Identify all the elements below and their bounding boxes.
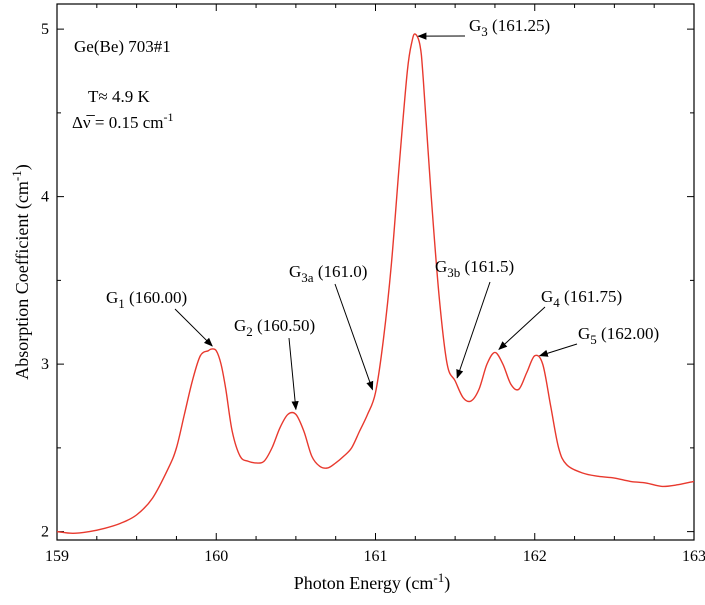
temperature-label: T≈ 4.9 K — [88, 87, 150, 106]
peak-label: G3 (161.25) — [469, 16, 550, 39]
y-axis-title-end: ) — [12, 164, 33, 170]
resolution-value: = 0.15 cm — [91, 113, 164, 132]
x-tick-label: 160 — [204, 548, 228, 565]
y-axis-title-sup: -1 — [9, 170, 24, 181]
peak-arrow — [174, 308, 213, 347]
peak-label-main: G — [578, 324, 590, 343]
peak-label-main: G — [469, 16, 481, 35]
peak-label-value: (162.00) — [597, 324, 659, 343]
peak-label-value: (161.5) — [460, 257, 514, 276]
peak-arrow — [334, 283, 374, 391]
peak-label-value: (160.50) — [253, 316, 315, 335]
resolution-symbol: Δν̅ — [72, 113, 96, 132]
peak-label-sub: 3b — [447, 265, 460, 280]
peak-label-value: (160.00) — [125, 288, 187, 307]
y-tick-label: 5 — [41, 21, 49, 38]
peak-label: G3a (161.0) — [289, 262, 367, 285]
peak-label: G5 (162.00) — [578, 324, 659, 347]
x-tick-label: 162 — [523, 548, 547, 565]
peak-label-main: G — [234, 316, 246, 335]
y-axis-title: Absorption Coefficient (cm-1) — [9, 164, 33, 379]
peak-label-sub: 2 — [246, 324, 253, 339]
plot-frame — [56, 3, 695, 541]
peak-label-value: (161.25) — [488, 16, 550, 35]
x-axis-title-main: Photon Energy (cm — [294, 573, 434, 594]
peak-label-value: (161.0) — [314, 262, 368, 281]
peak-label-sub: 3 — [481, 24, 488, 39]
peak-label-main: G — [106, 288, 118, 307]
peak-label-main: G — [289, 262, 301, 281]
peak-label-value: (161.75) — [560, 287, 622, 306]
y-tick-label: 3 — [41, 356, 49, 373]
x-axis-title-sup: -1 — [433, 570, 444, 585]
resolution-unit-sup: -1 — [163, 110, 173, 124]
axis-ticks: 159 160 161 162 163 2 3 4 5 — [41, 4, 705, 565]
peak-label: G3b (161.5) — [435, 257, 514, 280]
y-tick-label: 2 — [41, 524, 49, 541]
series-group — [56, 33, 695, 535]
peak-label-main: G — [435, 257, 447, 276]
peak-label-sub: 4 — [553, 295, 560, 310]
peak-label-sub: 3a — [301, 270, 314, 285]
peak-arrow — [538, 343, 578, 357]
peak-label: G4 (161.75) — [541, 287, 622, 310]
x-axis-title: Photon Energy (cm-1) — [294, 570, 451, 594]
sample-label: Ge(Be) 703#1 — [74, 37, 171, 56]
peak-arrow — [498, 306, 546, 351]
x-axis-title-end: ) — [444, 573, 450, 594]
x-tick-label: 163 — [682, 548, 705, 565]
annotations: G1 (160.00)G2 (160.50)G3a (161.0)G3 (161… — [106, 16, 659, 411]
peak-label: G1 (160.00) — [106, 288, 187, 311]
peak-label: G2 (160.50) — [234, 316, 315, 339]
x-tick-label: 159 — [45, 548, 69, 565]
peak-arrow — [288, 337, 299, 411]
peak-label-main: G — [541, 287, 553, 306]
spectrum-line — [56, 33, 695, 535]
x-tick-label: 161 — [364, 548, 388, 565]
peak-label-sub: 1 — [118, 296, 125, 311]
peak-label-sub: 5 — [590, 332, 597, 347]
y-axis-title-main: Absorption Coefficient (cm — [12, 181, 33, 380]
resolution-label: Δν̅ = 0.15 cm-1 — [72, 110, 173, 132]
y-tick-label: 4 — [41, 189, 49, 206]
peak-arrow — [456, 281, 491, 379]
